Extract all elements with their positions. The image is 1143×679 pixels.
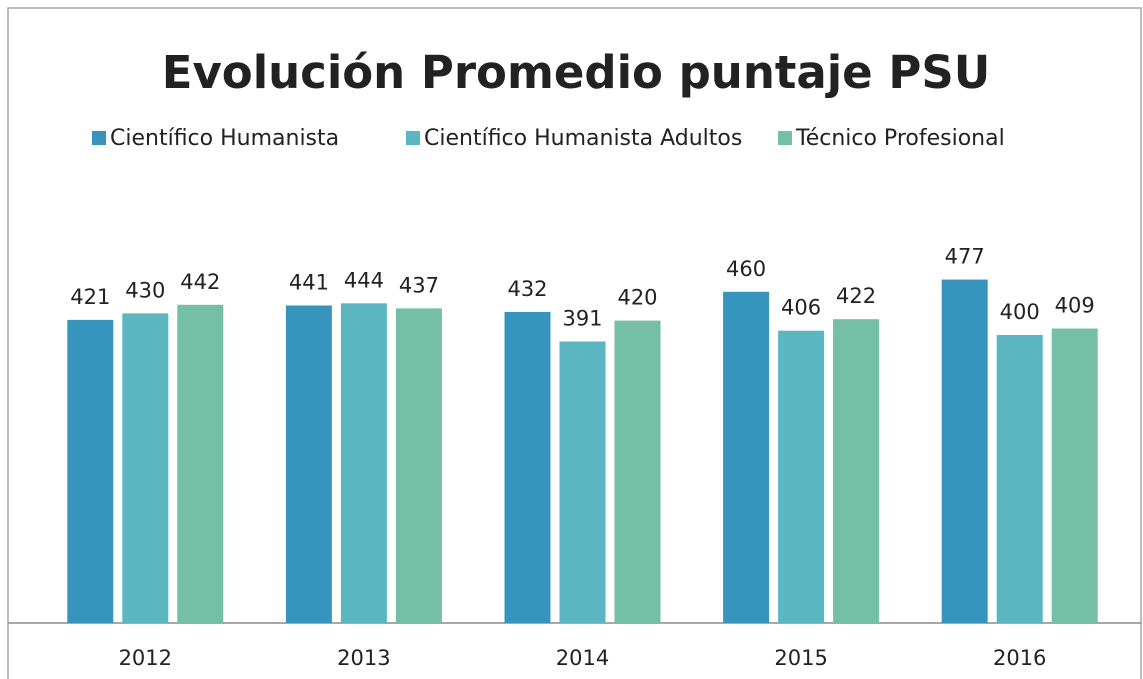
data-label: 420 xyxy=(617,286,657,310)
legend-swatch xyxy=(406,131,420,145)
bar xyxy=(723,291,770,623)
bar xyxy=(395,308,442,623)
data-label: 409 xyxy=(1055,294,1095,318)
data-label: 430 xyxy=(125,278,165,302)
x-tick-label: 2015 xyxy=(774,646,827,670)
bar xyxy=(559,341,606,623)
bar xyxy=(833,319,880,623)
bar xyxy=(778,330,825,623)
bar xyxy=(177,304,224,623)
legend-label: Científico Humanista xyxy=(110,126,339,151)
bar xyxy=(996,335,1043,623)
bar xyxy=(67,319,114,623)
legend-swatch xyxy=(778,131,792,145)
data-label: 442 xyxy=(180,270,220,294)
bar xyxy=(504,311,551,623)
bar xyxy=(340,303,387,623)
legend-label: Técnico Profesional xyxy=(795,126,1005,151)
x-tick-label: 2014 xyxy=(556,646,609,670)
chart-title: Evolución Promedio puntaje PSU xyxy=(162,46,991,99)
data-label: 421 xyxy=(70,285,110,309)
data-label: 444 xyxy=(344,268,384,292)
data-label: 477 xyxy=(945,245,985,269)
data-label: 391 xyxy=(562,306,602,330)
x-tick-label: 2013 xyxy=(337,646,390,670)
data-label: 406 xyxy=(781,296,821,320)
data-label: 400 xyxy=(1000,300,1040,324)
data-label: 422 xyxy=(836,284,876,308)
x-tick-label: 2016 xyxy=(993,646,1046,670)
bar xyxy=(1051,328,1098,623)
bar xyxy=(614,320,661,623)
bar xyxy=(285,305,332,623)
data-label: 441 xyxy=(289,270,329,294)
bar xyxy=(122,313,169,623)
data-label: 432 xyxy=(507,277,547,301)
bar xyxy=(941,279,988,623)
data-label: 460 xyxy=(726,257,766,281)
legend-swatch xyxy=(92,131,106,145)
legend-label: Científico Humanista Adultos xyxy=(424,126,742,151)
x-tick-label: 2012 xyxy=(119,646,172,670)
data-label: 437 xyxy=(399,273,439,297)
